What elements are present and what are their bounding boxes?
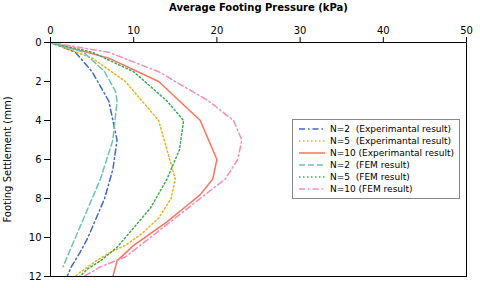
svg-text:50: 50 xyxy=(460,25,473,36)
svg-text:10: 10 xyxy=(29,232,42,243)
svg-text:0: 0 xyxy=(35,37,41,48)
html-text:N=10 (FEM result): N=10 (FEM result) xyxy=(330,184,413,194)
svg-text:0: 0 xyxy=(47,25,53,36)
svg-text:6: 6 xyxy=(35,154,41,165)
svg-text:Footing Settlement (mm): Footing Settlement (mm) xyxy=(2,96,13,222)
html-text:N=5 (FEM result): N=5 (FEM result) xyxy=(330,172,410,182)
html-text:N=2 (Experimantal result): N=2 (Experimantal result) xyxy=(330,124,452,134)
svg-text:2: 2 xyxy=(35,76,41,87)
svg-text:Average Footing Pressure (kPa): Average Footing Pressure (kPa) xyxy=(169,2,348,13)
html-text:N=10 (Experimantal result): N=10 (Experimantal result) xyxy=(330,148,454,158)
svg-text:20: 20 xyxy=(211,25,224,36)
svg-text:4: 4 xyxy=(35,115,41,126)
svg-text:8: 8 xyxy=(35,193,41,204)
html-text:N=5 (Experimantal result): N=5 (Experimantal result) xyxy=(330,136,452,146)
svg-text:40: 40 xyxy=(377,25,390,36)
svg-text:12: 12 xyxy=(29,271,42,282)
html-text:N=2 (FEM result): N=2 (FEM result) xyxy=(330,160,410,170)
svg-text:10: 10 xyxy=(127,25,140,36)
svg-text:30: 30 xyxy=(294,25,307,36)
